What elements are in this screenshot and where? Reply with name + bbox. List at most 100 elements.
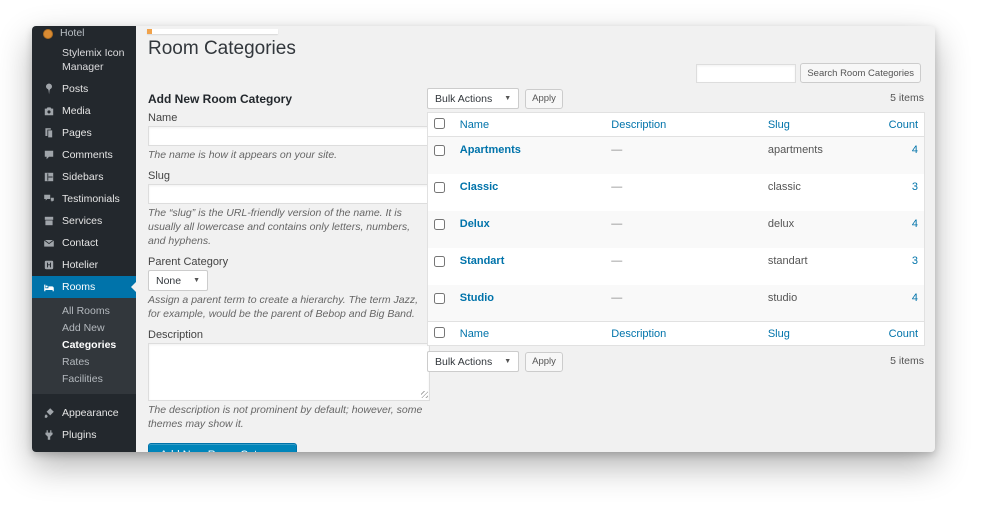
column-header-name[interactable]: Name xyxy=(453,321,606,346)
category-slug: classic xyxy=(767,180,801,193)
sidebar-item-label: Appearance xyxy=(62,407,119,419)
sidebar-item-plugins[interactable]: Plugins xyxy=(32,424,136,446)
sidebar-item-label: Hotel xyxy=(60,27,85,39)
plug-icon xyxy=(43,429,55,441)
admin-window: Hotel Stylemix Icon Manager Posts Media … xyxy=(32,26,935,452)
row-checkbox[interactable] xyxy=(434,292,445,304)
table-row: Delux — delux 4 xyxy=(427,210,925,248)
description-field[interactable] xyxy=(148,343,430,401)
brush-icon xyxy=(43,407,55,419)
apply-button[interactable]: Apply xyxy=(525,88,563,109)
sidebar-item-media[interactable]: Media xyxy=(32,100,136,122)
bulk-actions-bottom: Bulk Actions ▼ Apply 5 items xyxy=(427,351,925,372)
category-slug: apartments xyxy=(767,144,823,156)
add-new-room-category-button[interactable]: Add New Room Category xyxy=(148,443,297,452)
search-input[interactable] xyxy=(696,63,797,83)
sidebar-item-stylemix-icon-manager[interactable]: Stylemix Icon Manager xyxy=(32,39,136,74)
sidebar-item-label: Posts xyxy=(62,83,89,95)
column-header-slug[interactable]: Slug xyxy=(761,112,868,137)
column-header-description[interactable]: Description xyxy=(605,321,762,346)
users-icon xyxy=(43,451,55,452)
row-checkbox[interactable] xyxy=(434,218,445,230)
form-heading: Add New Room Category xyxy=(148,92,293,106)
page-title: Room Categories xyxy=(148,38,296,59)
column-header-name[interactable]: Name xyxy=(453,112,606,137)
description-label: Description xyxy=(148,329,204,341)
description-help-text: The description is not prominent by defa… xyxy=(148,404,423,430)
hotelier-icon xyxy=(43,259,55,271)
table-row: Studio — studio 4 xyxy=(427,284,925,322)
caret-down-icon: ▼ xyxy=(193,277,201,284)
speech-bubble-icon xyxy=(43,149,55,161)
parent-category-label: Parent Category xyxy=(148,256,229,268)
name-help-text: The name is how it appears on your site. xyxy=(148,149,338,161)
sidebar-item-label: Media xyxy=(62,105,91,117)
sidebar-item-contact[interactable]: Contact xyxy=(32,232,136,254)
sidebar-item-label: Comments xyxy=(62,149,113,161)
search-button[interactable]: Search Room Categories xyxy=(800,63,921,83)
submenu-item-rates[interactable]: Rates xyxy=(62,356,90,368)
camera-icon xyxy=(43,105,55,117)
sidebar-item-label: Users xyxy=(62,451,89,452)
row-checkbox[interactable] xyxy=(434,181,445,193)
category-count-link[interactable]: 4 xyxy=(911,291,918,304)
column-header-count[interactable]: Count xyxy=(867,321,925,346)
sidebar-item-label: Sidebars xyxy=(62,171,104,183)
category-description: — xyxy=(611,291,623,304)
sidebar-item-label: Stylemix Icon Manager xyxy=(62,47,125,74)
sidebar-item-rooms[interactable]: Rooms xyxy=(32,276,136,298)
name-label: Name xyxy=(148,112,178,124)
resize-grip-icon[interactable] xyxy=(421,391,428,398)
name-field[interactable] xyxy=(148,126,430,146)
category-name-link[interactable]: Standart xyxy=(459,254,505,267)
category-count-link[interactable]: 3 xyxy=(911,180,918,193)
column-header-count[interactable]: Count xyxy=(867,112,925,137)
row-checkbox[interactable] xyxy=(434,145,445,156)
column-header-slug[interactable]: Slug xyxy=(761,321,868,346)
rooms-submenu: All Rooms Add New Categories Rates Facil… xyxy=(32,298,136,394)
sidebar-item-comments[interactable]: Comments xyxy=(32,144,136,166)
sidebar-item-posts[interactable]: Posts xyxy=(32,78,136,100)
sidebar-item-appearance[interactable]: Appearance xyxy=(32,402,136,424)
sidebar-item-users[interactable]: Users xyxy=(32,446,136,452)
bulk-actions-select[interactable]: Bulk Actions ▼ xyxy=(427,88,520,109)
category-name-link[interactable]: Apartments xyxy=(459,144,521,156)
categories-table: Name Description Slug Count Apartments —… xyxy=(427,112,925,346)
sidebar-item-hotelier[interactable]: Hotelier xyxy=(32,254,136,276)
category-count-link[interactable]: 3 xyxy=(911,254,918,267)
slug-help-text: The “slug” is the URL-friendly version o… xyxy=(148,207,411,247)
bed-icon xyxy=(43,281,55,293)
parent-category-select[interactable]: None ▼ xyxy=(148,270,209,291)
select-all-checkbox[interactable] xyxy=(434,118,445,129)
bulk-actions-select[interactable]: Bulk Actions ▼ xyxy=(427,351,520,372)
apply-button[interactable]: Apply xyxy=(525,351,563,372)
submenu-item-categories[interactable]: Categories xyxy=(62,339,117,351)
category-name-link[interactable]: Studio xyxy=(459,291,494,304)
sidebar-item-label: Rooms xyxy=(62,281,96,293)
submenu-item-facilities[interactable]: Facilities xyxy=(62,373,103,385)
sidebar-item-services[interactable]: Services xyxy=(32,210,136,232)
category-slug: studio xyxy=(767,291,798,304)
submenu-item-all-rooms[interactable]: All Rooms xyxy=(62,305,110,317)
submenu-item-add-new[interactable]: Add New xyxy=(62,322,105,334)
select-all-checkbox[interactable] xyxy=(434,327,445,338)
admin-sidebar: Hotel Stylemix Icon Manager Posts Media … xyxy=(32,26,136,452)
category-description: — xyxy=(611,144,623,156)
category-count-link[interactable]: 4 xyxy=(911,217,918,230)
sidebar-item-testimonials[interactable]: Testimonials xyxy=(32,188,136,210)
add-category-form: Add New Room Category Name The name is h… xyxy=(148,90,430,452)
sidebar-item-sidebars[interactable]: Sidebars xyxy=(32,166,136,188)
category-name-link[interactable]: Classic xyxy=(459,180,499,193)
sidebar-item-label: Contact xyxy=(62,237,99,249)
layout-icon xyxy=(43,171,55,183)
category-description: — xyxy=(611,180,623,193)
category-name-link[interactable]: Delux xyxy=(459,217,490,230)
category-count-link[interactable]: 4 xyxy=(911,144,918,156)
category-description: — xyxy=(611,254,623,267)
slug-label: Slug xyxy=(148,170,171,182)
column-header-description[interactable]: Description xyxy=(605,112,762,137)
sidebar-item-hotel[interactable]: Hotel xyxy=(32,26,136,39)
sidebar-item-pages[interactable]: Pages xyxy=(32,122,136,144)
row-checkbox[interactable] xyxy=(434,255,445,267)
slug-field[interactable] xyxy=(148,184,430,204)
